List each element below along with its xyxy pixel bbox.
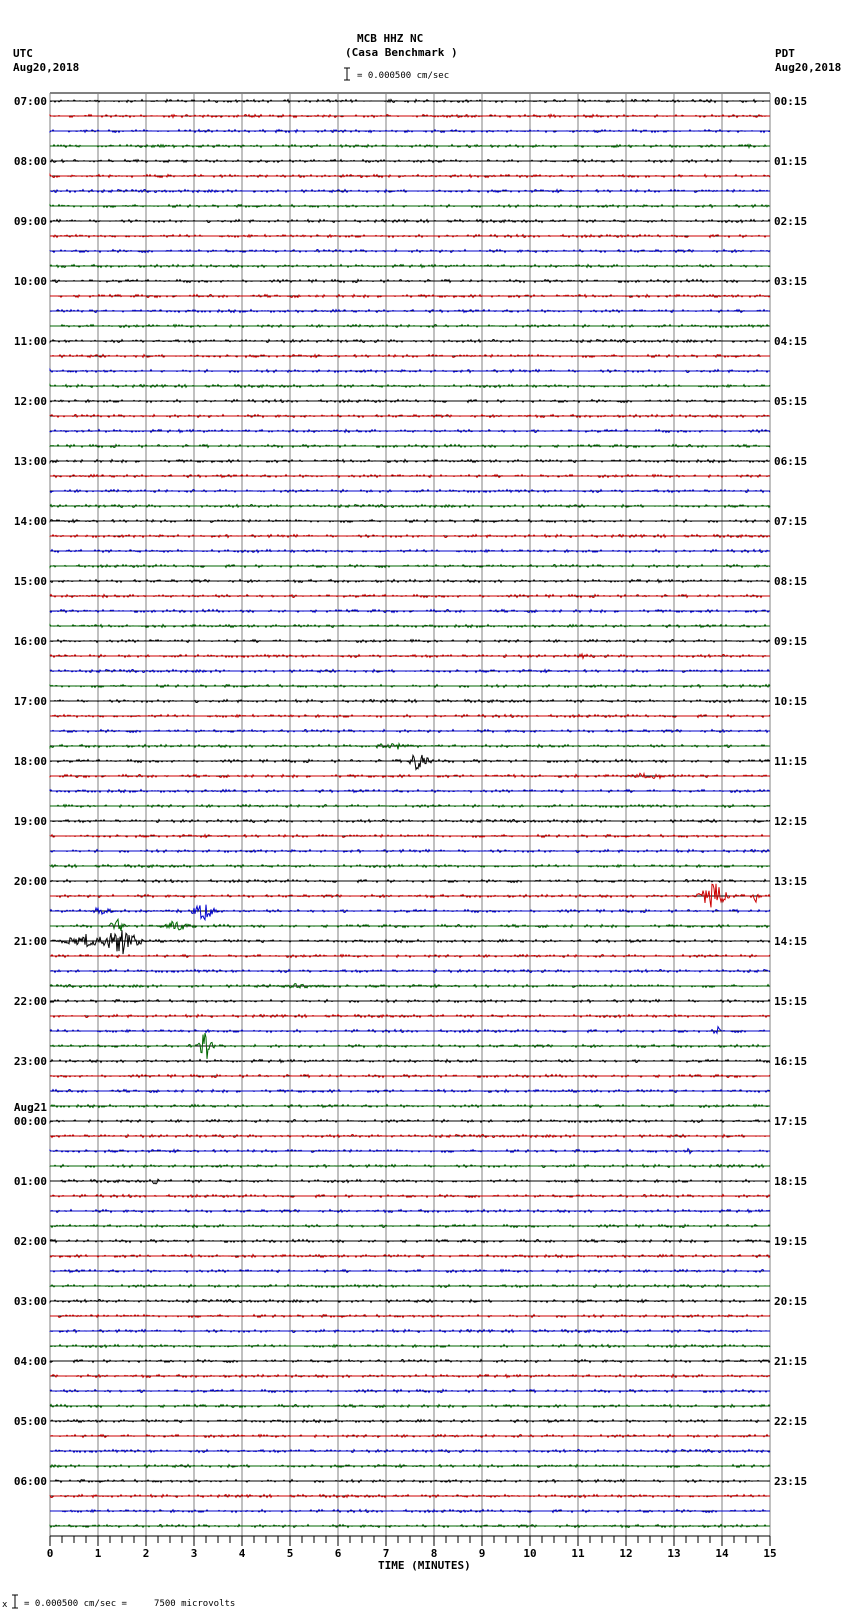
svg-text:5: 5 — [287, 1547, 294, 1560]
svg-text:11:15: 11:15 — [774, 755, 807, 768]
svg-text:4: 4 — [239, 1547, 246, 1560]
footer-marker: x — [2, 1600, 8, 1610]
svg-text:07:00: 07:00 — [14, 95, 47, 108]
svg-text:12: 12 — [619, 1547, 632, 1560]
svg-text:19:00: 19:00 — [14, 815, 47, 828]
svg-text:Aug21: Aug21 — [14, 1101, 47, 1114]
svg-text:10:00: 10:00 — [14, 275, 47, 288]
svg-text:18:00: 18:00 — [14, 755, 47, 768]
svg-text:00:15: 00:15 — [774, 95, 807, 108]
x-axis-label: TIME (MINUTES) — [378, 1559, 471, 1572]
svg-text:10: 10 — [523, 1547, 536, 1560]
svg-text:01:15: 01:15 — [774, 155, 807, 168]
svg-text:13:15: 13:15 — [774, 875, 807, 888]
hour-labels: 07:00 08:00 09:00 10:00 11:00 12:00 13:00 14:00… — [14, 95, 807, 1488]
svg-text:12:15: 12:15 — [774, 815, 807, 828]
svg-text:11:00: 11:00 — [14, 335, 47, 348]
svg-text:05:00: 05:00 — [14, 1415, 47, 1428]
svg-text:02:00: 02:00 — [14, 1235, 47, 1248]
svg-text:19:15: 19:15 — [774, 1235, 807, 1248]
svg-text:14: 14 — [715, 1547, 729, 1560]
svg-text:04:15: 04:15 — [774, 335, 807, 348]
svg-text:15:00: 15:00 — [14, 575, 47, 588]
left-timezone: UTC — [13, 47, 33, 60]
svg-text:22:15: 22:15 — [774, 1415, 807, 1428]
svg-text:1: 1 — [95, 1547, 102, 1560]
footer-scale-note: = 0.000500 cm/sec = 7500 microvolts — [24, 1599, 236, 1609]
time-axis: 0 1 2 3 4 5 6 7 8 9 10 11 12 13 14 15 — [47, 1535, 777, 1560]
svg-text:21:15: 21:15 — [774, 1355, 807, 1368]
svg-text:23:00: 23:00 — [14, 1055, 47, 1068]
seismic-traces — [49, 98, 771, 1529]
svg-text:9: 9 — [479, 1547, 486, 1560]
svg-text:13: 13 — [667, 1547, 680, 1560]
svg-text:06:15: 06:15 — [774, 455, 807, 468]
svg-text:08:00: 08:00 — [14, 155, 47, 168]
svg-text:6: 6 — [335, 1547, 342, 1560]
svg-text:00:00: 00:00 — [14, 1115, 47, 1128]
svg-text:16:00: 16:00 — [14, 635, 47, 648]
svg-text:09:00: 09:00 — [14, 215, 47, 228]
svg-text:09:15: 09:15 — [774, 635, 807, 648]
svg-text:23:15: 23:15 — [774, 1475, 807, 1488]
svg-text:02:15: 02:15 — [774, 215, 807, 228]
svg-text:18:15: 18:15 — [774, 1175, 807, 1188]
svg-text:0: 0 — [47, 1547, 54, 1560]
left-date: Aug20,2018 — [13, 61, 80, 74]
svg-text:16:15: 16:15 — [774, 1055, 807, 1068]
svg-text:10:15: 10:15 — [774, 695, 807, 708]
svg-text:14:00: 14:00 — [14, 515, 47, 528]
station-location: (Casa Benchmark ) — [345, 46, 458, 59]
svg-text:21:00: 21:00 — [14, 935, 47, 948]
svg-text:20:00: 20:00 — [14, 875, 47, 888]
svg-text:17:15: 17:15 — [774, 1115, 807, 1128]
svg-text:07:15: 07:15 — [774, 515, 807, 528]
svg-text:7: 7 — [383, 1547, 390, 1560]
minute-gridlines — [49, 92, 771, 1536]
svg-text:15: 15 — [763, 1547, 776, 1560]
svg-text:03:15: 03:15 — [774, 275, 807, 288]
station-title: MCB HHZ NC — [357, 32, 424, 45]
svg-text:17:00: 17:00 — [14, 695, 47, 708]
right-timezone: PDT — [775, 47, 795, 60]
svg-text:20:15: 20:15 — [774, 1295, 807, 1308]
svg-text:08:15: 08:15 — [774, 575, 807, 588]
svg-text:12:00: 12:00 — [14, 395, 47, 408]
scale-label: = 0.000500 cm/sec — [357, 71, 450, 81]
svg-text:13:00: 13:00 — [14, 455, 47, 468]
svg-text:2: 2 — [143, 1547, 150, 1560]
svg-text:05:15: 05:15 — [774, 395, 807, 408]
svg-text:11: 11 — [571, 1547, 585, 1560]
svg-text:22:00: 22:00 — [14, 995, 47, 1008]
svg-text:01:00: 01:00 — [14, 1175, 47, 1188]
svg-text:14:15: 14:15 — [774, 935, 807, 948]
svg-text:15:15: 15:15 — [774, 995, 807, 1008]
right-date: Aug20,2018 — [775, 61, 842, 74]
svg-text:3: 3 — [191, 1547, 198, 1560]
svg-text:8: 8 — [431, 1547, 438, 1560]
svg-text:04:00: 04:00 — [14, 1355, 47, 1368]
svg-text:06:00: 06:00 — [14, 1475, 47, 1488]
svg-text:03:00: 03:00 — [14, 1295, 47, 1308]
